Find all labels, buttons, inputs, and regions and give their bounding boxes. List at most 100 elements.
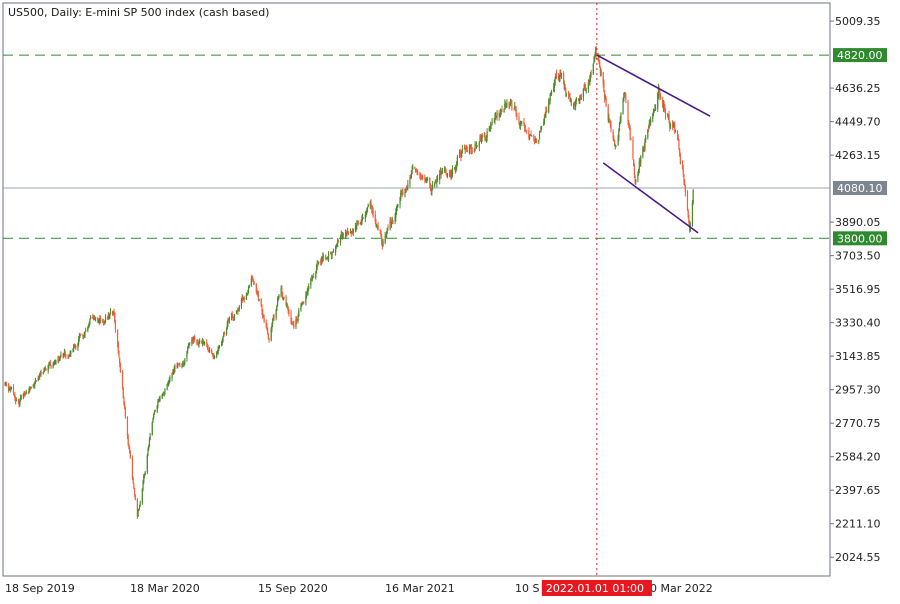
candle xyxy=(382,238,384,247)
candle xyxy=(19,394,22,402)
candle xyxy=(63,348,66,356)
candle xyxy=(691,200,694,227)
candle xyxy=(684,184,686,197)
candle xyxy=(15,396,17,405)
candle xyxy=(278,294,280,300)
candle xyxy=(362,217,364,219)
candle xyxy=(305,291,308,299)
candle xyxy=(4,382,6,386)
candle xyxy=(30,386,32,389)
candle xyxy=(29,386,32,391)
candle xyxy=(677,134,679,141)
candle xyxy=(233,313,235,321)
candle xyxy=(347,230,349,236)
candle xyxy=(196,338,199,345)
candle xyxy=(354,222,357,233)
svg-text:4820.00: 4820.00 xyxy=(837,49,883,62)
candle xyxy=(633,159,635,167)
candle xyxy=(584,84,587,92)
candle xyxy=(513,108,515,111)
candle xyxy=(58,356,61,362)
candle xyxy=(298,307,300,317)
candle xyxy=(258,298,260,302)
candle xyxy=(177,363,180,365)
candle xyxy=(183,361,185,367)
candle xyxy=(520,120,522,124)
candle xyxy=(173,365,175,374)
candle xyxy=(133,482,135,490)
candle xyxy=(617,134,619,146)
candle xyxy=(366,206,369,213)
candle xyxy=(597,52,599,62)
candle xyxy=(227,317,229,327)
candle xyxy=(679,152,681,165)
candle xyxy=(483,131,485,138)
candle xyxy=(196,339,198,346)
candle xyxy=(395,208,397,222)
candle xyxy=(648,119,650,129)
candle xyxy=(399,196,401,209)
candle xyxy=(410,174,412,180)
candle xyxy=(614,144,616,150)
channel-line[interactable] xyxy=(602,162,699,234)
candle xyxy=(589,74,591,86)
candle xyxy=(681,160,684,170)
candle xyxy=(683,174,685,185)
candle xyxy=(340,230,342,239)
candle xyxy=(104,320,106,325)
candle xyxy=(490,123,492,130)
candle xyxy=(391,216,393,225)
candle xyxy=(668,110,670,124)
candle xyxy=(228,316,231,324)
candle xyxy=(163,391,165,397)
candle xyxy=(653,109,655,113)
candle xyxy=(24,393,27,396)
candle xyxy=(451,170,453,179)
candle xyxy=(356,220,358,230)
time-axis[interactable]: 18 Sep 2019 18 Mar 2020 15 Sep 2020 16 Mar … xyxy=(5,582,713,595)
candle xyxy=(563,80,565,91)
symbol-label: US500 xyxy=(8,6,44,19)
candle xyxy=(153,413,155,420)
candle xyxy=(291,317,293,326)
candle xyxy=(310,275,313,282)
candle xyxy=(560,72,563,79)
price-axis[interactable]: 5009.35 4636.25 4449.70 4263.15 3890.05 3703.… xyxy=(830,15,881,564)
candle xyxy=(444,166,446,174)
channel-line[interactable] xyxy=(596,54,711,117)
candle xyxy=(381,233,383,246)
candle xyxy=(618,121,621,132)
candle xyxy=(476,144,478,148)
candle xyxy=(72,348,74,353)
candle xyxy=(582,88,585,102)
candle xyxy=(441,170,443,175)
candle xyxy=(285,294,287,307)
candle xyxy=(297,313,299,324)
candle xyxy=(186,350,188,362)
candle xyxy=(495,111,497,120)
candle xyxy=(401,188,403,197)
candle xyxy=(562,71,565,85)
candle xyxy=(598,56,600,64)
candle xyxy=(484,132,486,142)
candle xyxy=(262,308,264,319)
candle xyxy=(167,380,170,387)
candle xyxy=(162,391,165,397)
candle xyxy=(465,144,468,153)
candle xyxy=(549,93,551,105)
y-tick-label: 2211.10 xyxy=(835,518,881,531)
candle xyxy=(132,476,134,484)
candle xyxy=(129,445,131,454)
candle xyxy=(107,316,109,320)
candle xyxy=(23,391,25,396)
candle xyxy=(550,91,552,96)
candle xyxy=(475,143,477,146)
candle xyxy=(525,129,527,131)
candle xyxy=(415,168,417,173)
candle xyxy=(364,211,366,223)
candle xyxy=(327,250,330,262)
candle xyxy=(97,316,99,324)
candle xyxy=(350,231,352,237)
